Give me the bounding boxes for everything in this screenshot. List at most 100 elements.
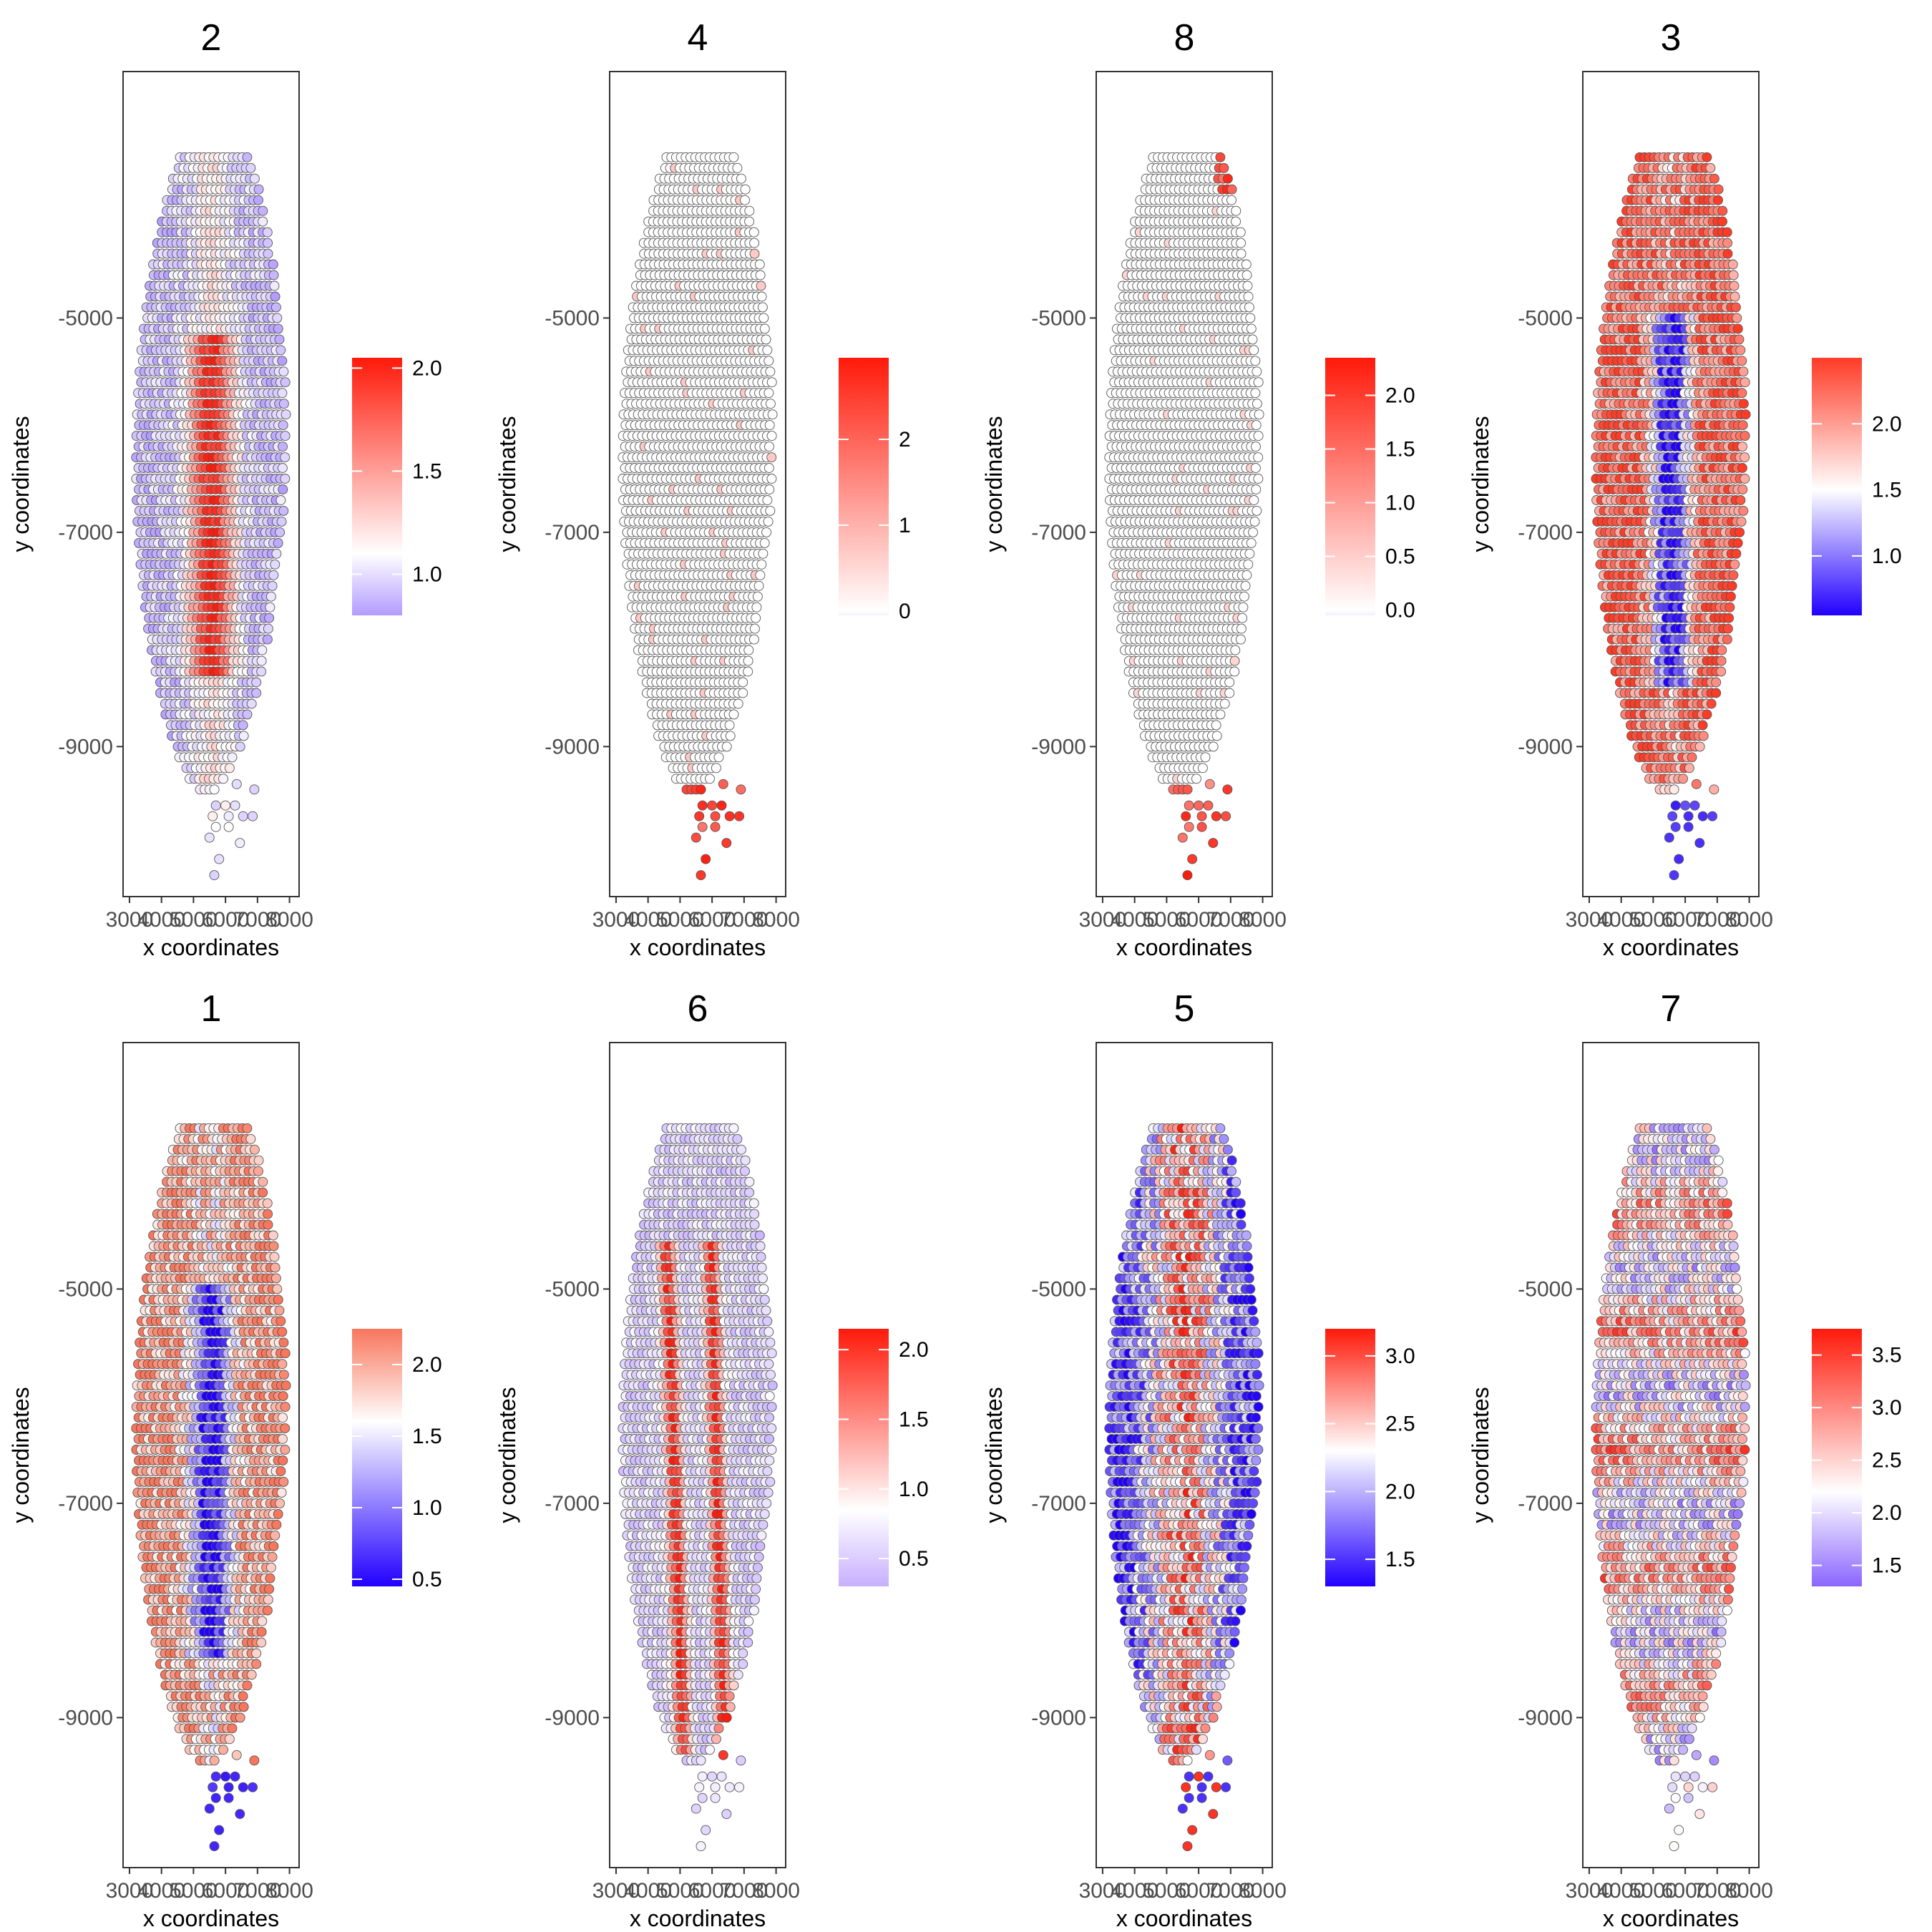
x-tick-label: 8000 [1239,908,1287,932]
spot-point [267,580,278,591]
spot-point [756,559,767,570]
spot-point [1191,774,1201,784]
spot-point [214,854,225,864]
spot-point [235,741,245,752]
spot-point [756,280,766,291]
spot-point [1181,811,1191,821]
spot-point [253,184,264,195]
spot-point [1730,302,1741,313]
spot-point [1250,388,1261,399]
spot-point [1253,474,1264,484]
spot-point [764,420,775,431]
spot-point [242,709,253,720]
spot-point [751,613,761,623]
y-tick-label: -9000 [58,735,113,758]
spot-point [1254,409,1264,420]
spot-point [273,323,283,334]
spot-point [701,854,711,864]
x-axis: 3000 4000 5000 6000 7000 8000 [106,897,313,932]
spot-point [246,698,257,709]
spot-point [1196,811,1207,821]
spot-point [766,452,777,463]
spot-point [1215,709,1226,720]
spot-point [1211,731,1222,741]
spot-point [738,688,748,698]
spot-point [1211,720,1221,731]
spot-point [748,227,759,238]
spot-point [242,152,253,162]
scatter-points [1104,152,1264,881]
scatter-points [131,152,291,881]
spot-point [1203,800,1214,811]
spot-point [1239,591,1249,602]
spot-point [1709,173,1719,184]
colorbar-tick-label: 1.0 [412,562,442,586]
spot-point [1236,238,1246,248]
spot-point [691,832,701,843]
colorbar-tick-label: 1 [899,514,911,537]
spot-point [761,334,771,345]
spot-point [1184,800,1194,811]
spot-point [1236,248,1246,259]
colorbar-tick-label: 1.5 [412,459,442,483]
spot-point [238,720,248,731]
spot-point [733,698,743,709]
spot-point [1229,655,1240,666]
y-tick-label: -7000 [545,521,600,545]
spot-point [716,800,727,811]
spot-point [724,811,735,821]
spot-point [209,784,220,795]
y-axis: -5000 -7000 -9000 [1031,306,1096,758]
colorbar-legend: 0 1 2 [839,358,911,623]
spot-point [223,811,234,821]
spot-point [280,474,291,484]
spot-point [277,388,288,399]
spot-point [1253,431,1264,441]
spot-point [1249,516,1260,527]
spot-point [763,516,774,527]
spot-point [1243,559,1254,570]
spot-point [759,537,770,548]
spot-point [1229,666,1240,677]
spot-point [275,527,286,537]
spot-point [1253,452,1264,463]
spot-point [276,516,287,527]
spot-point [258,205,268,216]
spot-point [274,334,285,345]
spot-point [1242,280,1253,291]
y-tick-label: -5000 [545,306,600,330]
spot-point [1208,741,1219,752]
spot-point [1200,752,1211,763]
spot-point [268,570,279,580]
spot-point [754,259,765,270]
y-tick-label: -5000 [58,306,113,330]
spot-point [248,811,258,821]
spot-point [223,821,234,832]
spot-point [755,570,766,580]
spot-point [713,752,724,763]
spot-point [1246,323,1257,334]
spot-point [755,270,766,280]
spot-point [749,248,760,259]
spot-point [257,645,268,655]
panel-title: 8 [1174,17,1195,59]
y-axis: -5000 -7000 -9000 [545,306,610,758]
spot-point [1717,216,1728,227]
plot-frame [122,71,300,897]
spot-point [275,345,286,356]
spot-point [756,291,767,302]
spot-point [1727,259,1738,270]
spot-point [265,602,275,613]
spot-point [736,784,746,795]
spot-point [278,505,289,516]
spot-point [1722,238,1733,248]
colorbar-tick-label: 2 [899,428,911,452]
spot-point [753,580,764,591]
spot-point [270,302,281,313]
panel-cluster-4: 4 3000 4000 5000 6000 7000 8000 -5000 -7… [494,17,911,960]
spot-point [1231,205,1241,216]
y-axis-label: y coordinates [981,416,1007,552]
spot-point [1219,162,1229,173]
spot-point [262,227,273,238]
spot-point [1184,821,1194,832]
